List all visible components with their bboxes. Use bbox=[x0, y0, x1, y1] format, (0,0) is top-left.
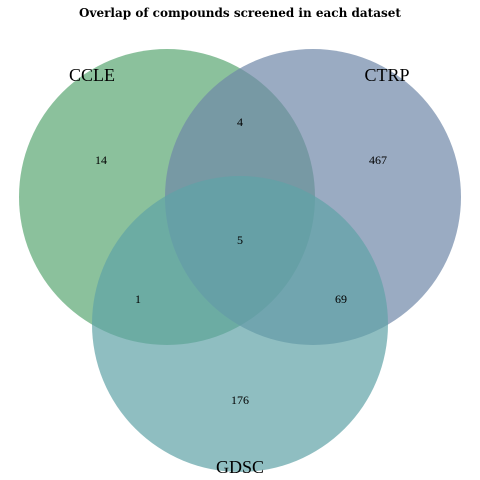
gdsc-label: GDSC bbox=[216, 457, 264, 477]
gdsc-circle bbox=[92, 176, 388, 472]
region-counts: 14 467 176 4 1 69 5 bbox=[95, 115, 387, 407]
ccle-ctrp-count: 4 bbox=[237, 115, 243, 129]
circles bbox=[19, 49, 461, 472]
all-three-count: 5 bbox=[237, 233, 243, 247]
ccle-only-count: 14 bbox=[95, 153, 107, 167]
ccle-gdsc-count: 1 bbox=[135, 292, 141, 306]
ctrp-gdsc-count: 69 bbox=[335, 292, 347, 306]
gdsc-only-count: 176 bbox=[231, 393, 249, 407]
set-labels: CCLE CTRP GDSC bbox=[69, 65, 410, 477]
ccle-label: CCLE bbox=[69, 65, 115, 85]
ctrp-only-count: 467 bbox=[369, 153, 387, 167]
ctrp-label: CTRP bbox=[364, 65, 409, 85]
diagram-title: Overlap of compounds screened in each da… bbox=[79, 6, 401, 20]
